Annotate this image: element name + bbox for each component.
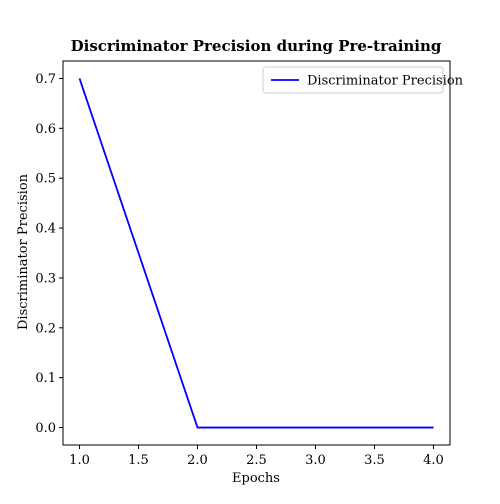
x-tick-label: 3.0 [305, 453, 326, 468]
y-tick-label: 0.5 [35, 172, 56, 187]
y-tick-label: 0.4 [35, 222, 56, 237]
legend-label: Discriminator Precision [307, 74, 464, 89]
series-line-0 [80, 78, 434, 427]
x-tick-label: 2.0 [187, 453, 208, 468]
x-tick-label: 4.0 [423, 453, 444, 468]
y-tick-label: 0.2 [35, 321, 56, 336]
y-tick-label: 0.0 [35, 421, 56, 436]
y-tick-label: 0.1 [35, 371, 56, 386]
y-tick-label: 0.6 [35, 122, 56, 137]
x-tick-label: 1.0 [69, 453, 90, 468]
chart-title: Discriminator Precision during Pre-train… [71, 37, 442, 55]
y-tick-label: 0.7 [35, 72, 56, 87]
x-axis-label: Epochs [232, 471, 280, 486]
y-axis-label: Discriminator Precision [16, 173, 31, 330]
axes-frame [63, 61, 450, 445]
plot-area: 1.0 1.5 2.0 2.5 3.0 3.5 4.0 0.0 0.1 0.2 0.3 0.4 0.5 0… [35, 61, 463, 468]
x-tick-label: 3.5 [364, 453, 385, 468]
x-tick-label: 2.5 [246, 453, 267, 468]
x-tick-label: 1.5 [128, 453, 149, 468]
y-tick-label: 0.3 [35, 271, 56, 286]
